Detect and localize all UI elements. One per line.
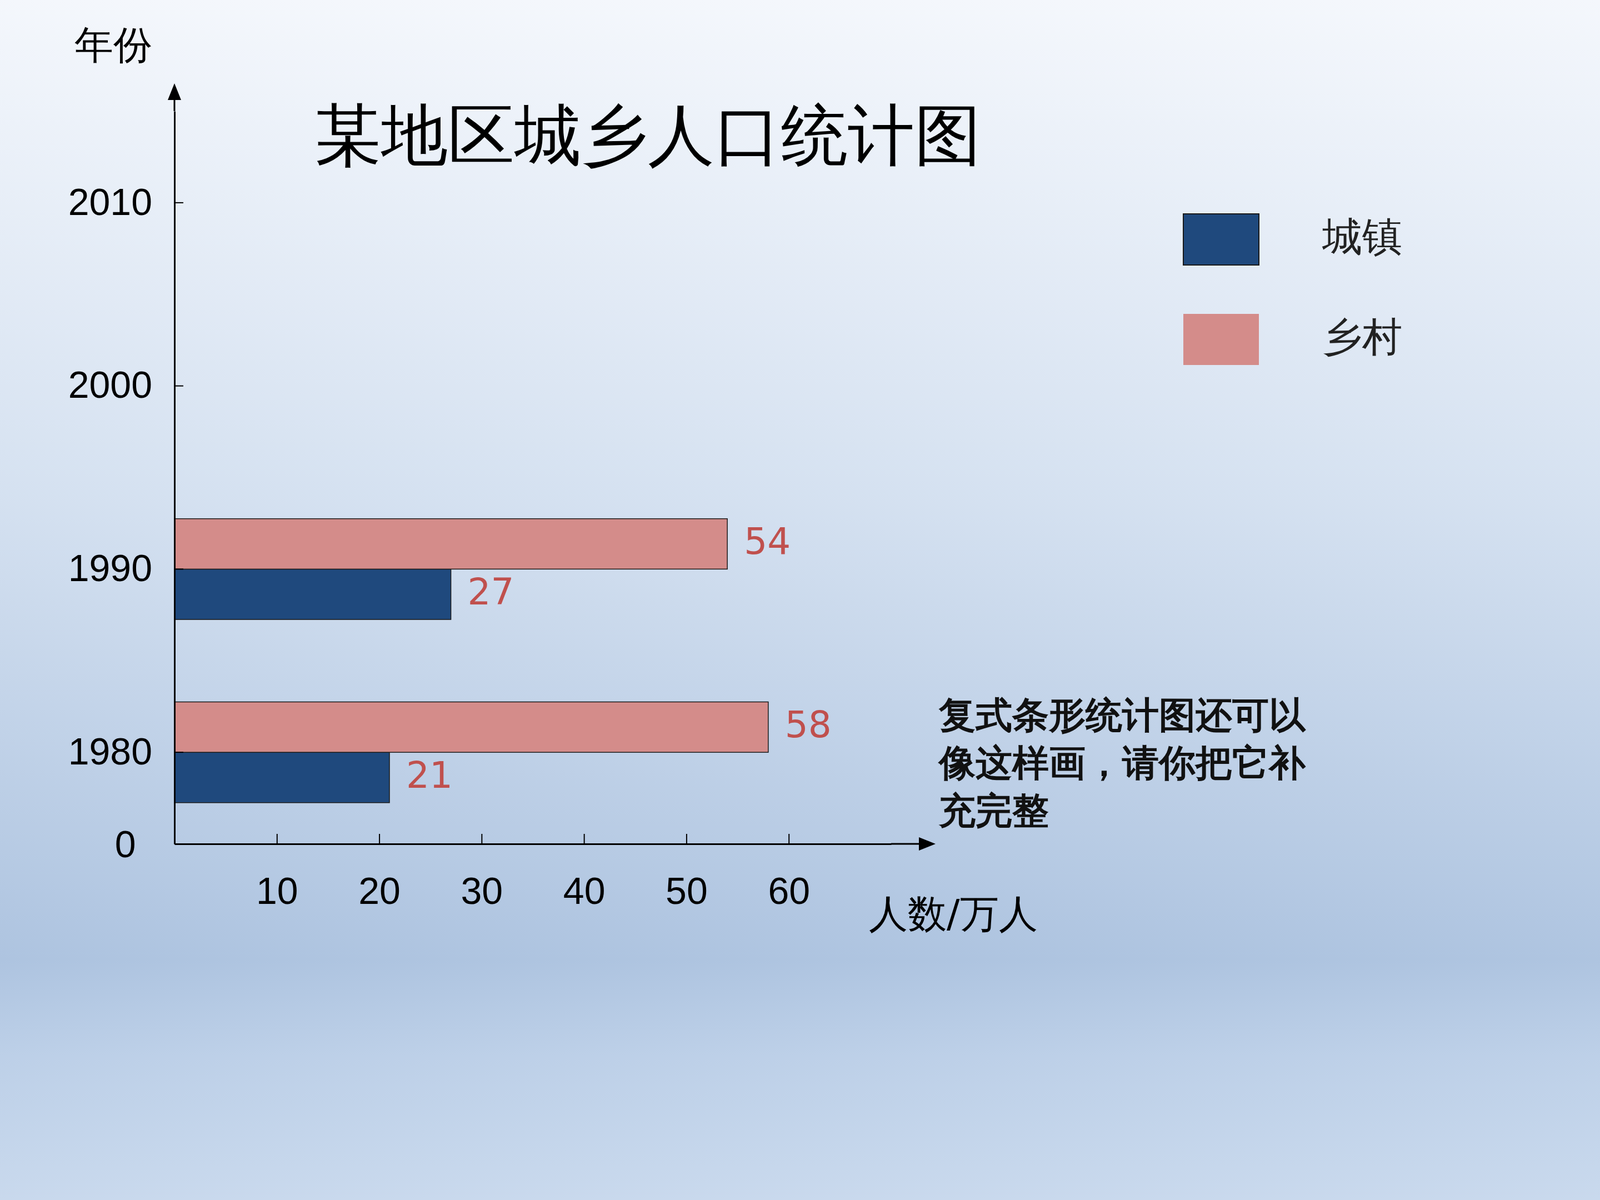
legend-label: 城镇 [1321, 213, 1403, 260]
x-tick-label: 30 [461, 869, 504, 912]
title: 某地区城乡人口统计图 [314, 96, 982, 174]
x-axis-extension [891, 843, 922, 845]
y-tick-mark [174, 202, 184, 204]
x-tick-label: 20 [358, 869, 401, 912]
bar [174, 518, 728, 570]
y-axis: 1980 1990 2000 2010 [68, 111, 184, 845]
legend-label: 乡村 [1322, 313, 1403, 360]
legend-item: 乡村 [1183, 313, 1403, 365]
data-label: 54 [743, 520, 791, 563]
annotation: 复式条形统计图还可以像这样画，请你把它补充完整 [937, 693, 1307, 833]
x-tick: 50 [665, 833, 708, 912]
legend-item: 城镇 [1183, 213, 1403, 265]
legend-swatch [1183, 313, 1259, 365]
x-tick-mark [686, 833, 688, 844]
y-tick: 2000 [68, 363, 184, 406]
x-tick: 60 [767, 833, 810, 912]
y-axis-line [173, 111, 176, 845]
x-tick: 0 [115, 822, 175, 865]
y-tick-mark [174, 385, 184, 387]
x-tick-mark [583, 833, 585, 844]
bar [174, 752, 390, 803]
data-label: 21 [406, 753, 453, 797]
x-tick-mark [276, 833, 278, 844]
x-tick-mark [378, 833, 380, 844]
data-labels: 21 27 58 54 [406, 520, 832, 797]
x-tick: 30 [461, 833, 504, 912]
x-tick-mark [481, 833, 483, 844]
y-axis-title: 年份 [74, 22, 153, 68]
x-axis-title: 人数/万人 [868, 891, 1038, 937]
y-tick: 1990 [68, 546, 184, 589]
bars [174, 518, 769, 803]
y-tick-label: 2000 [68, 363, 153, 406]
y-tick-label: 1990 [68, 546, 153, 589]
y-tick-mark [174, 568, 184, 570]
x-tick-label: 60 [767, 869, 810, 912]
x-axis: 0 10 20 30 40 50 60 [115, 822, 892, 912]
x-tick-label: 0 [115, 822, 137, 865]
y-tick-label: 1980 [68, 730, 153, 773]
y-tick: 2010 [68, 180, 184, 223]
x-tick-label: 50 [665, 869, 708, 912]
bar [174, 568, 452, 620]
x-tick: 20 [358, 833, 401, 912]
x-tick: 40 [563, 833, 606, 912]
plot: 21 27 58 54 0 10 20 30 40 50 60 1980 1990 2000 2010 [68, 83, 936, 912]
data-label: 58 [785, 703, 832, 747]
chart-root: 21 27 58 54 0 10 20 30 40 50 60 1980 1990 2000 2010 年份人… [0, 0, 1600, 1200]
axis-arrows [167, 83, 936, 851]
x-tick-label: 10 [256, 869, 299, 912]
bar [174, 701, 769, 753]
y-tick-label: 2010 [68, 180, 153, 223]
x-tick-mark [788, 833, 790, 844]
y-tick-mark [174, 751, 184, 753]
legend: 城镇乡村 [1183, 213, 1403, 365]
y-arrowhead [167, 83, 182, 100]
chart-svg: 21 27 58 54 0 10 20 30 40 50 60 1980 1990 2000 2010 年份人… [0, 0, 1600, 1200]
legend-swatch [1183, 213, 1259, 265]
x-tick: 10 [256, 833, 299, 912]
x-arrowhead [918, 837, 936, 851]
x-tick-label: 40 [563, 869, 606, 912]
y-tick: 1980 [68, 730, 184, 773]
x-axis-line [175, 843, 892, 845]
data-label: 27 [467, 570, 515, 614]
